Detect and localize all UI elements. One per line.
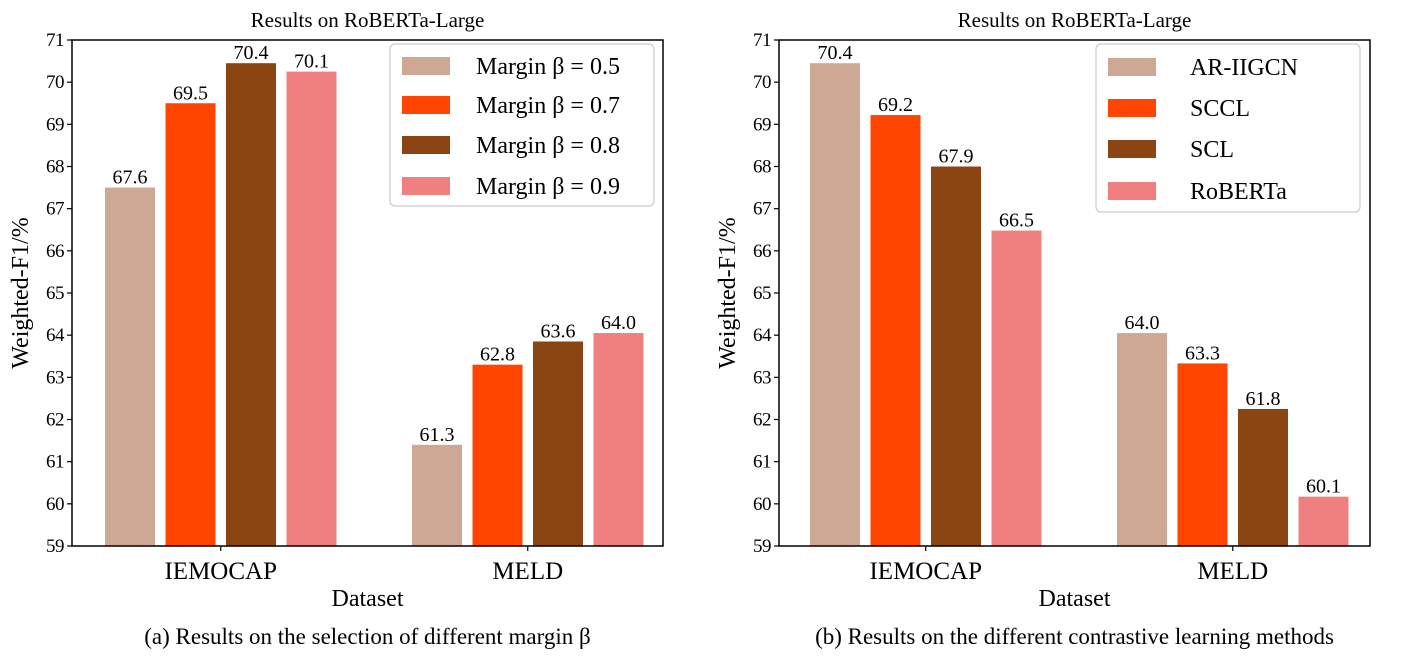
legend-label: Margin β = 0.5 (476, 54, 620, 80)
y-axis-label: Weighted-F1/% (715, 217, 741, 368)
y-tick-label: 67 (46, 199, 64, 220)
y-tick-label: 69 (753, 114, 771, 135)
y-tick-label: 61 (46, 452, 64, 473)
y-tick-label: 69 (46, 114, 64, 135)
data-label: 70.1 (294, 51, 329, 73)
data-label: 63.3 (1185, 342, 1220, 364)
figure-caption: (b) Results on the different contrastive… (815, 624, 1334, 649)
legend-label: Margin β = 0.8 (476, 133, 620, 159)
data-label: 63.6 (541, 320, 576, 342)
y-tick-label: 65 (753, 283, 771, 304)
legend-label: AR-IIGCN (1190, 55, 1298, 81)
data-label: 69.5 (173, 82, 208, 104)
y-tick-label: 59 (753, 536, 771, 557)
y-tick-label: 61 (753, 452, 771, 473)
data-label: 67.6 (113, 167, 148, 189)
y-tick-label: 67 (753, 199, 771, 220)
legend-swatch (1108, 140, 1156, 158)
y-tick-label: 60 (753, 494, 771, 515)
legend-swatch (402, 96, 450, 114)
y-tick-label: 63 (46, 367, 64, 388)
y-tick-label: 68 (46, 157, 64, 178)
legend-label: SCL (1190, 137, 1234, 163)
data-label: 70.4 (818, 42, 853, 64)
x-tick-label: IEMOCAP (869, 558, 982, 585)
y-tick-label: 59 (46, 536, 64, 557)
data-label: 70.4 (234, 42, 269, 64)
bar-iemocap-4 (286, 71, 337, 546)
y-tick-label: 60 (46, 494, 64, 515)
data-label: 64.0 (601, 312, 636, 334)
data-label: 64.0 (1125, 312, 1160, 334)
legend-swatch (402, 177, 450, 195)
bar-iemocap-2 (165, 103, 216, 546)
y-tick-label: 71 (753, 30, 771, 51)
data-label: 66.5 (999, 210, 1034, 232)
x-tick-label: MELD (1197, 558, 1268, 585)
chart-margin-beta: 67.6 61.3 69.5 62.8 70.4 63.6 70.1 64.0 59 60 61 62… (8, 8, 664, 649)
bar-meld-3 (1238, 408, 1288, 546)
bar-iemocap-2 (870, 115, 921, 546)
figure-caption: (a) Results on the selection of differen… (144, 624, 590, 649)
legend-swatch (1108, 99, 1156, 117)
bar-meld-2 (1177, 363, 1228, 546)
y-tick-label: 68 (753, 157, 771, 178)
legend-label: RoBERTa (1190, 179, 1287, 205)
legend-label: Margin β = 0.9 (476, 174, 620, 200)
bar-iemocap-3 (226, 63, 276, 547)
y-tick-label: 63 (753, 367, 771, 388)
y-tick-label: 70 (46, 72, 64, 93)
x-tick-label: IEMOCAP (164, 558, 277, 585)
legend-swatch (402, 57, 450, 75)
y-tick-label: 62 (46, 410, 64, 431)
legend-label: Margin β = 0.7 (476, 93, 620, 119)
bar-meld-3 (533, 341, 583, 546)
chart-title: Results on RoBERTa-Large (251, 8, 485, 32)
y-tick-label: 70 (753, 72, 771, 93)
bar-iemocap-4 (991, 230, 1042, 547)
legend-box (1095, 43, 1361, 213)
y-tick-label: 66 (753, 241, 771, 262)
x-tick-label: MELD (492, 558, 563, 585)
bar-iemocap-1 (105, 187, 155, 547)
x-axis-label: Dataset (1039, 586, 1111, 612)
y-tick-label: 64 (46, 325, 65, 346)
legend-swatch (1108, 182, 1156, 200)
data-label: 67.9 (939, 146, 974, 168)
data-label: 61.8 (1246, 388, 1281, 410)
x-axis-label: Dataset (332, 586, 404, 612)
data-label: 60.1 (1306, 476, 1341, 498)
y-tick-label: 64 (753, 325, 772, 346)
data-label: 62.8 (480, 344, 515, 366)
data-label: 61.3 (420, 424, 455, 446)
legend-label: SCCL (1190, 96, 1250, 122)
bar-meld-1 (1117, 333, 1167, 546)
bar-iemocap-3 (931, 166, 981, 546)
y-tick-label: 66 (46, 241, 64, 262)
bar-iemocap-1 (810, 63, 860, 547)
bar-meld-4 (1298, 496, 1349, 546)
y-tick-label: 65 (46, 283, 64, 304)
chart-contrastive-methods: 70.4 64.0 69.2 63.3 67.9 61.8 66.5 60.1 59 60 61 62… (715, 8, 1371, 649)
bar-meld-2 (472, 364, 523, 546)
chart-title: Results on RoBERTa-Large (958, 8, 1192, 32)
bar-meld-4 (593, 333, 644, 546)
bar-meld-1 (412, 444, 462, 546)
y-tick-label: 71 (46, 30, 64, 51)
y-tick-label: 62 (753, 410, 771, 431)
legend-swatch (1108, 58, 1156, 76)
legend-swatch (402, 136, 450, 154)
data-label: 69.2 (878, 94, 913, 116)
legend-box (389, 43, 655, 207)
y-axis-label: Weighted-F1/% (8, 217, 34, 368)
